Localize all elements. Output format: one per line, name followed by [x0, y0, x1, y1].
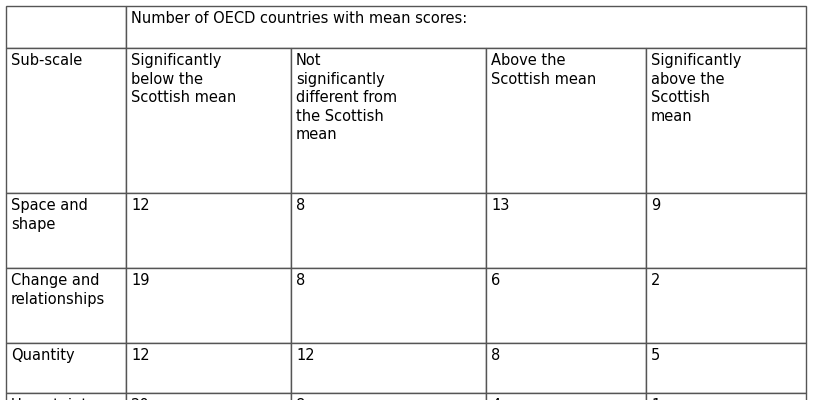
Text: Quantity: Quantity [11, 348, 75, 363]
Text: 2: 2 [651, 273, 660, 288]
Bar [6, 393, 126, 400]
Bar [126, 268, 291, 343]
Bar [291, 343, 486, 393]
Bar [126, 48, 291, 193]
Text: 6: 6 [491, 273, 500, 288]
Text: Sub-scale: Sub-scale [11, 53, 82, 68]
Text: 12: 12 [131, 348, 150, 363]
Bar [126, 393, 291, 400]
Text: 8: 8 [296, 398, 305, 400]
Text: 9: 9 [651, 198, 660, 213]
Bar [646, 48, 806, 193]
Bar [486, 343, 646, 393]
Bar [126, 193, 291, 268]
Bar [291, 268, 486, 343]
Bar [6, 343, 126, 393]
Text: 8: 8 [296, 273, 305, 288]
Text: 4: 4 [491, 398, 500, 400]
Text: 8: 8 [491, 348, 500, 363]
Bar [646, 268, 806, 343]
Text: 8: 8 [296, 198, 305, 213]
Bar [291, 193, 486, 268]
Text: 12: 12 [296, 348, 315, 363]
Bar [486, 48, 646, 193]
Bar [646, 393, 806, 400]
Bar [126, 6, 806, 48]
Bar [126, 343, 291, 393]
Text: Space and
shape: Space and shape [11, 198, 88, 232]
Bar [6, 6, 126, 48]
Text: Above the
Scottish mean: Above the Scottish mean [491, 53, 597, 87]
Text: 20: 20 [131, 398, 150, 400]
Text: Change and
relationships: Change and relationships [11, 273, 105, 306]
Bar [646, 343, 806, 393]
Text: 5: 5 [651, 348, 660, 363]
Text: Uncertainty: Uncertainty [11, 398, 96, 400]
Bar [486, 193, 646, 268]
Bar [6, 48, 126, 193]
Text: 1: 1 [651, 398, 660, 400]
Text: Not
significantly
different from
the Scottish
mean: Not significantly different from the Sco… [296, 53, 397, 142]
Text: Significantly
below the
Scottish mean: Significantly below the Scottish mean [131, 53, 236, 105]
Bar [6, 268, 126, 343]
Text: Number of OECD countries with mean scores:: Number of OECD countries with mean score… [131, 11, 467, 26]
Bar [486, 268, 646, 343]
Text: 19: 19 [131, 273, 149, 288]
Bar [6, 193, 126, 268]
Text: Significantly
above the
Scottish
mean: Significantly above the Scottish mean [651, 53, 742, 124]
Bar [486, 393, 646, 400]
Text: 12: 12 [131, 198, 150, 213]
Bar [646, 193, 806, 268]
Bar [291, 48, 486, 193]
Text: 13: 13 [491, 198, 509, 213]
Bar [291, 393, 486, 400]
